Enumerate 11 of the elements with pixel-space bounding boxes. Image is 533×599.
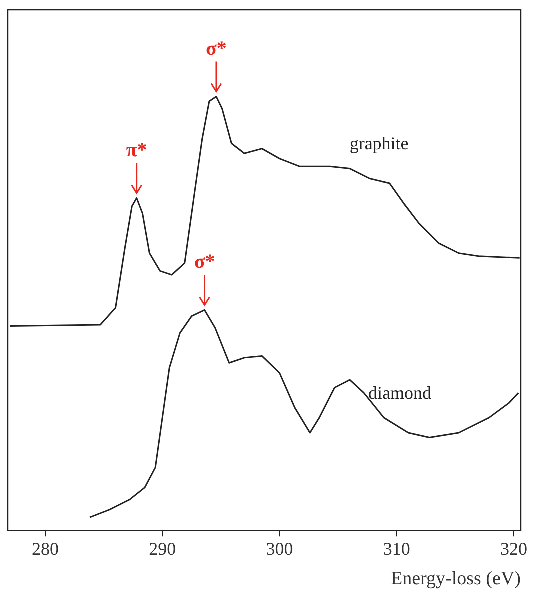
series-label: graphite <box>350 134 409 154</box>
series-label: diamond <box>368 382 432 403</box>
x-tick-label: 320 <box>500 539 528 560</box>
x-axis-title: Energy-loss (eV) <box>391 568 521 590</box>
x-tick-label: 310 <box>383 539 410 560</box>
annotation: π* <box>126 139 148 162</box>
annotation: σ* <box>194 251 216 274</box>
x-tick-label: 280 <box>32 539 59 560</box>
annotation: σ* <box>206 38 227 60</box>
x-tick-label: 290 <box>149 539 176 560</box>
x-tick-label: 300 <box>266 539 294 560</box>
